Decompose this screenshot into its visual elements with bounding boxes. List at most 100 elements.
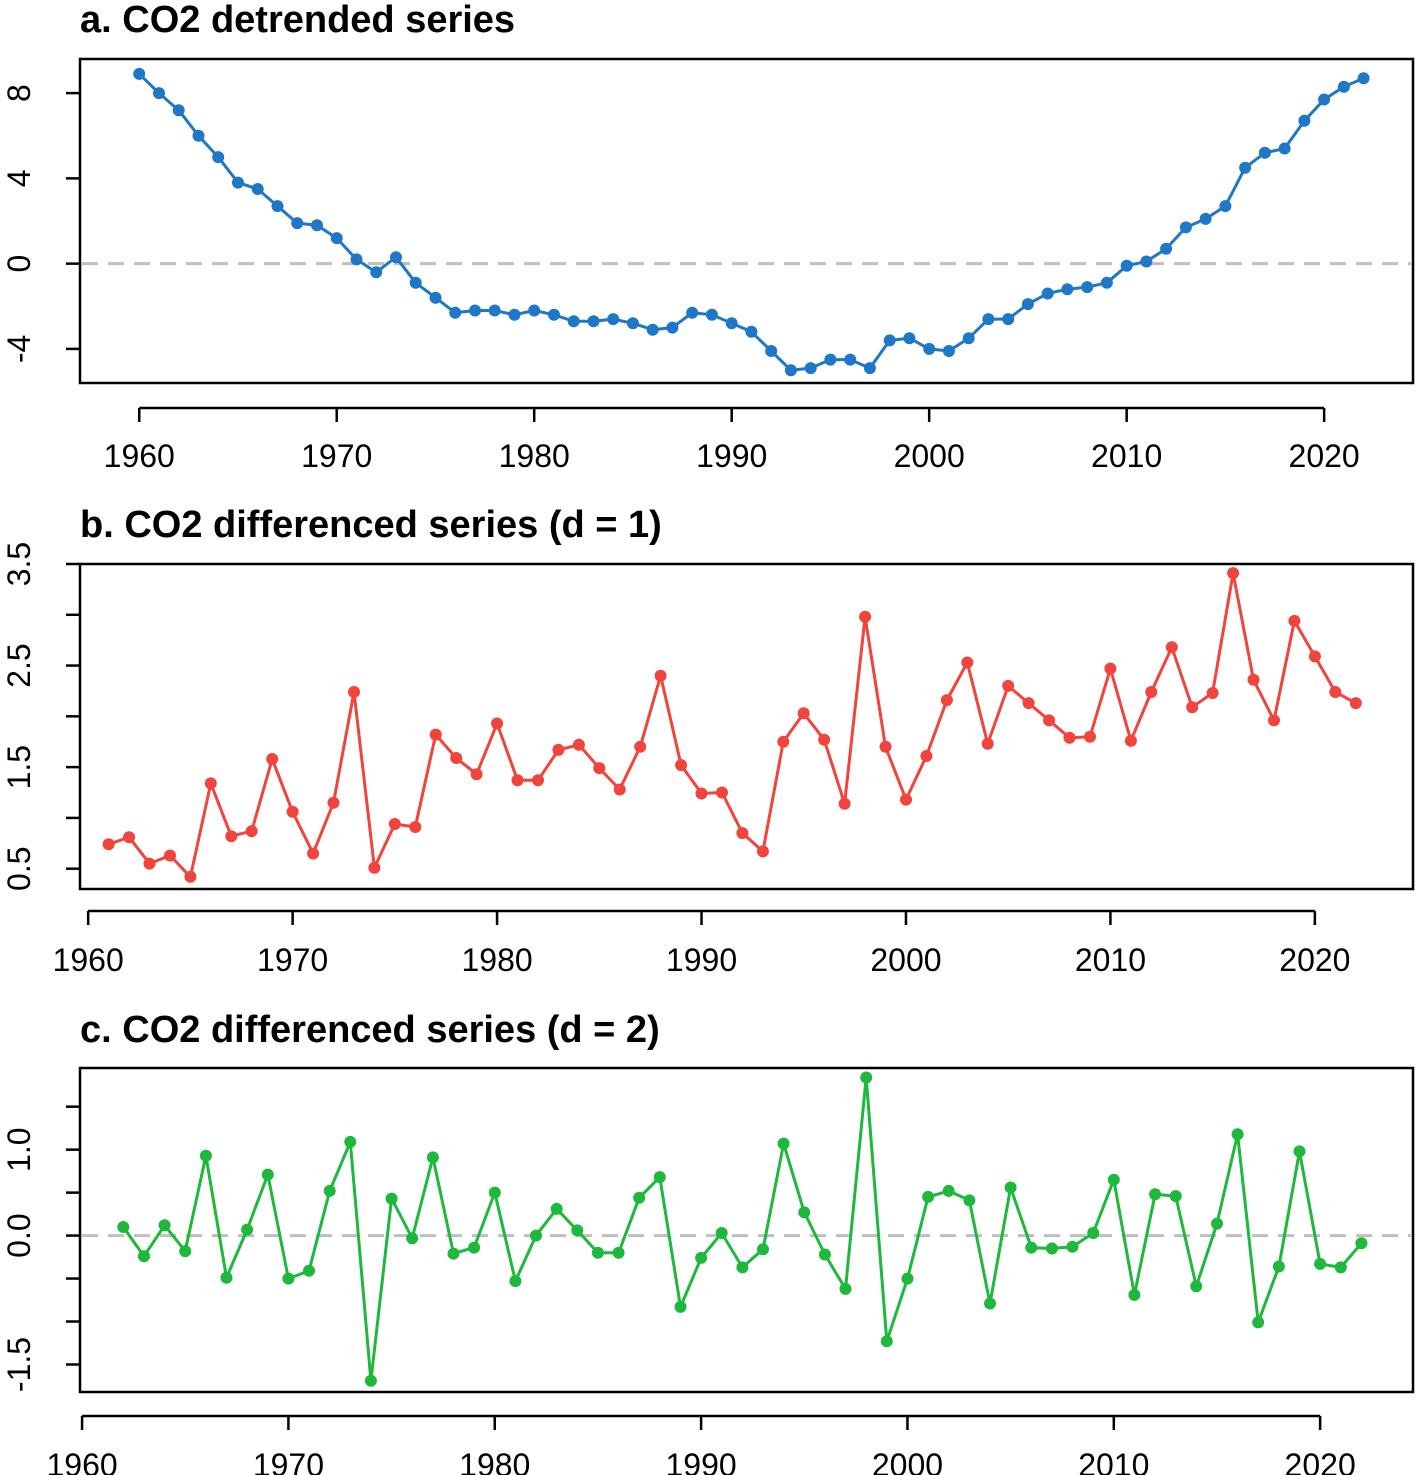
x-axis: 1960 1970 1980 1990 2000 2010 2020 [104,406,1360,474]
data-point [1179,221,1192,234]
x-tick-label: 1980 [461,942,532,978]
data-point [241,1223,254,1236]
data-point [784,364,797,377]
data-point [179,1245,192,1258]
data-point [133,67,146,80]
data-point [323,1184,336,1197]
data-point [839,1282,852,1295]
data-point [508,308,521,321]
data-point [777,1137,790,1150]
plot-frame [78,57,1415,385]
data-point [1063,731,1076,744]
data-point [675,759,688,772]
data-point [756,845,769,858]
data-point [613,783,626,796]
data-point [646,323,659,336]
data-point [245,825,258,838]
data-point [1334,1261,1347,1274]
data-point [368,861,381,874]
data-point [859,610,872,623]
data-point [1061,283,1074,296]
data-point [204,777,217,790]
data-point [1252,1316,1265,1329]
data-point [860,1071,873,1084]
data-point [468,1241,481,1254]
data-point [1045,1242,1058,1255]
data-point [903,332,916,345]
data-point [1081,281,1094,294]
data-point [863,362,876,375]
data-point [552,743,565,756]
x-tick-label: 1960 [53,942,124,978]
data-point [607,313,620,326]
data-point [429,728,442,741]
data-point [736,827,749,840]
y-axis: 0.5 1.5 2.5 3.5 [1,542,80,891]
data-point [804,362,817,375]
data-point [409,821,422,833]
data-point [509,1275,522,1288]
data-point [1278,142,1291,155]
data-point [1247,673,1260,686]
data-point [674,1300,687,1313]
data-point [1293,1145,1306,1158]
y-tick-label: 0.0 [1,1213,37,1257]
data-point [327,796,340,809]
data-point [271,200,284,213]
data-point [612,1246,625,1259]
data-point [1355,1237,1368,1250]
data-point [567,315,580,328]
data-point [1227,567,1240,580]
x-tick-label: 1990 [666,942,737,978]
data-point [626,317,639,330]
data-point [291,217,304,230]
data-point [286,805,299,818]
y-tick-label: 2.5 [1,643,37,687]
data-point [530,1229,542,1242]
data-point [1066,1240,1079,1253]
x-tick-label: 2000 [870,942,941,978]
data-point [406,1232,419,1245]
data-point [1239,161,1252,174]
data-point [1140,255,1153,268]
data-point [765,345,778,357]
data-point [232,176,244,189]
data-point [705,308,718,321]
x-tick-label: 2020 [1285,1447,1356,1475]
plot-frame [78,1066,1415,1394]
data-point [716,786,728,799]
data-point [488,1186,501,1199]
data-point [348,686,360,698]
data-point [797,707,810,720]
y-axis: -1.5 0.0 1.0 [1,1105,80,1392]
data-point [1087,1227,1100,1239]
data-point [1288,614,1301,627]
data-point [426,1151,439,1164]
panel-b: b. CO2 differenced series (d = 1) 1960 197… [1,504,1415,978]
data-point [757,1243,769,1256]
data-point [1349,697,1362,710]
data-point [1124,734,1137,747]
panel-title: c. CO2 differenced series (d = 2) [80,1009,660,1051]
data-point [587,315,600,328]
data-point [1308,650,1321,663]
series-0 [117,1071,1368,1387]
data-point [450,752,463,764]
data-point [1128,1288,1141,1301]
data-point [880,1335,893,1348]
data-point [633,1191,646,1204]
data-point [1025,1241,1038,1254]
data-point [1160,242,1173,255]
series-line [108,571,1357,879]
data-point [488,304,501,317]
y-tick-label: 3.5 [1,542,37,586]
data-point [923,342,936,355]
data-point [695,1251,708,1264]
data-point [922,1190,935,1203]
data-point [1298,114,1311,127]
data-point [879,740,892,753]
data-point [572,738,585,751]
data-point [1199,212,1212,225]
data-point [102,838,115,851]
